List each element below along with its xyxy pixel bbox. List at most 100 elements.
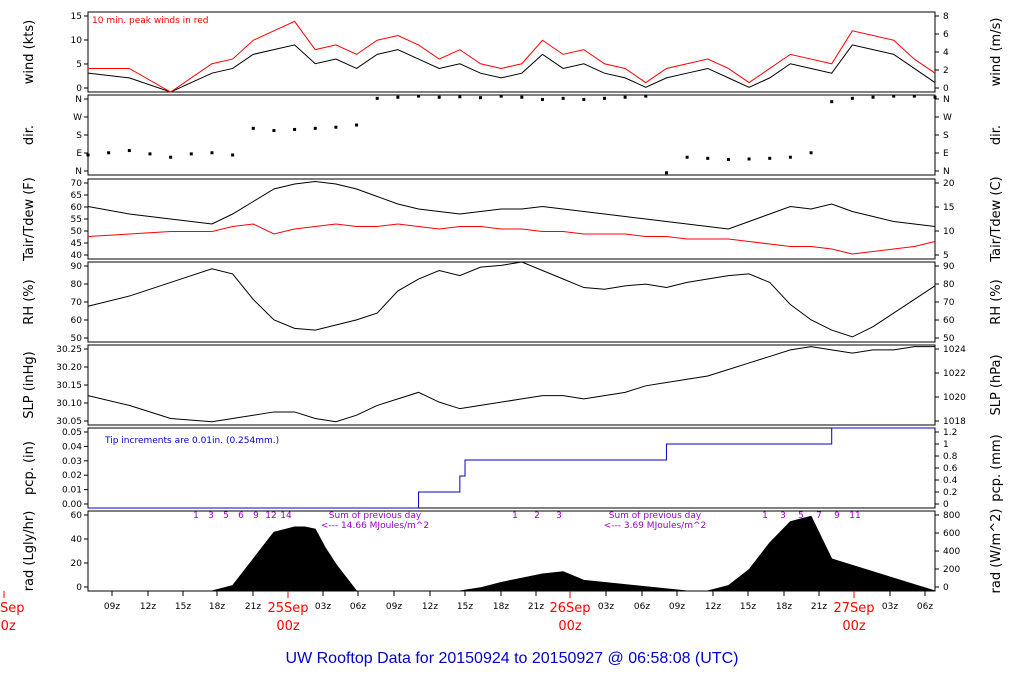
y-tick-label-right: 70: [943, 298, 955, 308]
x-tick-label: 06z: [634, 602, 650, 612]
series-line: [88, 427, 935, 509]
y-axis-label-right: pcp. (mm): [989, 434, 1004, 501]
y-tick-label-right: E: [943, 149, 949, 159]
data-point: [479, 96, 483, 100]
y-tick-label: 0.05: [62, 428, 82, 438]
y-tick-label: 0.04: [62, 442, 82, 452]
data-point: [561, 96, 565, 100]
hour-label: 11: [849, 511, 860, 521]
x-tick-label: 03z: [882, 602, 898, 612]
data-point: [127, 149, 131, 153]
data-point: [148, 152, 152, 156]
hour-label: 2: [534, 511, 540, 521]
data-point: [86, 153, 90, 157]
y-tick-label-right: 15: [943, 203, 954, 213]
date-label: 26Sep: [549, 601, 590, 616]
series-area: [88, 515, 936, 592]
hour-label: 9: [253, 511, 259, 521]
data-point: [169, 155, 173, 159]
y-tick-label: 65: [71, 191, 82, 201]
data-point: [933, 95, 937, 99]
y-tick-label-right: 0: [943, 583, 949, 593]
data-point: [251, 126, 255, 130]
x-axis: 09z 12z 15z 18z 21z 03z 06z 09z 12z 15z 18z 21z 03z 0…: [0, 591, 933, 634]
y-tick-label-right: 8: [943, 12, 949, 22]
y-tick-label: 70: [71, 298, 83, 308]
y-tick-label-right: 400: [943, 547, 960, 557]
panel-frame: [87, 11, 936, 93]
daily-sum-label: Sum of previous day: [609, 511, 702, 521]
y-axis-label-right: rad (W/m^2): [989, 509, 1004, 594]
y-tick-label: 0.03: [62, 457, 82, 467]
panel-frame: [87, 261, 936, 343]
y-axis-label-right: RH (%): [989, 279, 1004, 324]
y-tick-label-right: S: [943, 131, 949, 141]
x-tick-label: 09z: [386, 602, 402, 612]
hour-label: 14: [280, 511, 292, 521]
x-tick-label: 06z: [350, 602, 366, 612]
y-tick-label-right: 1022: [943, 369, 966, 379]
x-tick-label: 06z: [917, 602, 933, 612]
y-axis-label: dir.: [22, 125, 37, 145]
hour-label: 3: [208, 511, 214, 521]
data-point: [644, 94, 648, 98]
y-tick-label: 30.10: [56, 399, 82, 409]
y-tick-label: 70: [71, 179, 83, 189]
y-tick-label-right: 4: [943, 48, 949, 58]
x-tick-label: 12z: [140, 602, 156, 612]
data-point: [830, 100, 834, 104]
y-tick-label: 60: [71, 316, 83, 326]
y-tick-label-right: 1018: [943, 417, 966, 427]
hour-label: 1: [762, 511, 768, 521]
y-tick-label: 30.05: [56, 417, 82, 427]
data-point: [685, 155, 689, 159]
panel-annotation: 10 min. peak winds in red: [92, 16, 209, 26]
data-point: [664, 171, 668, 175]
data-point: [706, 156, 710, 160]
x-tick-label: 15z: [740, 602, 756, 612]
y-tick-label-right: N: [943, 167, 950, 177]
data-point: [540, 97, 544, 101]
hour-label: 5: [798, 511, 804, 521]
data-point: [788, 155, 792, 159]
series-line: [87, 223, 936, 255]
y-tick-label-right: 5: [943, 251, 949, 261]
y-tick-label: 50: [71, 227, 83, 237]
data-point: [520, 95, 524, 99]
y-tick-label-right: 0.2: [943, 488, 957, 498]
y-tick-label-right: 0.4: [943, 476, 958, 486]
y-tick-label: 30.20: [56, 363, 82, 373]
hour-label: 7: [816, 511, 822, 521]
y-tick-label: 0: [76, 84, 82, 94]
y-tick-label-right: 60: [943, 316, 955, 326]
y-tick-label-right: 80: [943, 280, 955, 290]
y-tick-label-right: 20: [943, 179, 955, 189]
y-tick-label-right: 0: [943, 500, 949, 510]
hour-label: 12: [265, 511, 276, 521]
data-point: [871, 95, 875, 99]
y-tick-label: N: [75, 167, 82, 177]
x-tick-label: 15z: [175, 602, 191, 612]
y-tick-label-right: 6: [943, 30, 949, 40]
data-point: [768, 156, 772, 160]
y-tick-label: 0: [76, 583, 82, 593]
y-tick-label: W: [73, 113, 82, 123]
data-point: [582, 97, 586, 101]
data-point: [726, 157, 730, 161]
date-hour-label: 00z: [0, 619, 16, 634]
panel-tair: Tair/Tdew (F) Tair/Tdew (C) 40 45 50 55 60 65 70…: [22, 176, 1004, 262]
panel-rh: RH (%) RH (%) 50 60 70 80 90 50 60 70 80 90: [22, 261, 1004, 344]
y-tick-label: 55: [71, 215, 82, 225]
y-tick-label-right: 1024: [943, 345, 966, 355]
series-line: [87, 346, 935, 423]
data-point: [623, 95, 627, 99]
hour-label: 5: [223, 511, 229, 521]
y-tick-label-right: 0: [943, 84, 949, 94]
y-tick-label-right: 10: [943, 227, 955, 237]
y-tick-label-right: 1: [943, 440, 949, 450]
y-tick-label: 60: [71, 203, 83, 213]
y-tick-label-right: 1020: [943, 393, 966, 403]
data-point: [231, 153, 235, 157]
